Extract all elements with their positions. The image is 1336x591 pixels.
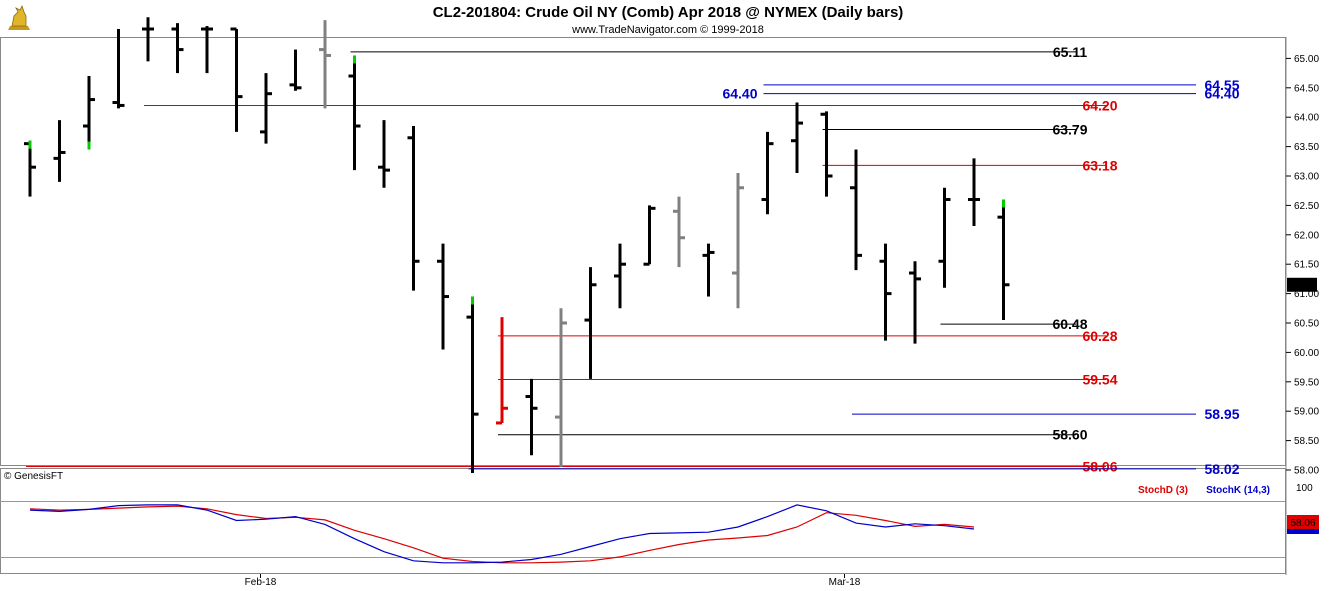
y-tick-label: 64.00 [1294, 113, 1319, 124]
ohlc-bars [24, 17, 1010, 473]
ohlc-bar [319, 20, 331, 109]
ohlc-bar [791, 102, 803, 174]
ohlc-bar [437, 243, 449, 350]
y-tick-label: 58.50 [1294, 436, 1319, 447]
level-label: 58.60 [1052, 427, 1087, 443]
ohlc-bar [525, 378, 538, 456]
level-label: 64.20 [1082, 97, 1117, 113]
level-label: 58.95 [1204, 406, 1239, 422]
y-tick-label: 59.50 [1294, 377, 1319, 388]
level-label: 63.18 [1082, 157, 1117, 173]
chart-subtitle: www.TradeNavigator.com © 1999-2018 [571, 24, 764, 36]
last-price-box [1287, 277, 1317, 292]
ohlc-bar [230, 27, 243, 132]
level-label: 63.79 [1052, 122, 1087, 138]
stoch-k-legend: StochK (14,3) [1206, 485, 1270, 496]
ohlc-bar [142, 17, 154, 62]
y-axis-ticks: 58.00 58.50 59.00 59.50 60.00 60.50 61.00 61.50… [1286, 54, 1319, 477]
ohlc-bar [260, 73, 272, 144]
level-label: 64.55 [1204, 77, 1239, 93]
ohlc-bar [643, 205, 656, 266]
y-tick-label: 58.00 [1294, 466, 1319, 477]
ohlc-bar [879, 243, 892, 341]
level-label: 58.06 [1082, 458, 1117, 474]
stoch-last-value: 58.06 [1290, 518, 1315, 529]
ohlc-bar [938, 187, 951, 288]
ohlc-bar [348, 55, 361, 171]
y-tick-label: 62.50 [1294, 201, 1319, 212]
ohlc-bar [112, 29, 125, 109]
stoch-axis-100: 100 [1296, 483, 1313, 494]
x-tick-label: Mar-18 [829, 577, 861, 588]
ohlc-bar [850, 149, 862, 271]
level-label: 60.48 [1052, 316, 1087, 332]
ohlc-bar [968, 158, 980, 226]
ohlc-bar [673, 196, 685, 268]
y-tick-label: 61.00 [1294, 289, 1319, 300]
level-label: 59.54 [1082, 371, 1117, 387]
y-tick-label: 65.00 [1294, 54, 1319, 65]
y-tick-label: 62.00 [1294, 230, 1319, 241]
copyright-label: © GenesisFT [4, 471, 63, 482]
y-tick-label: 61.50 [1294, 260, 1319, 271]
x-axis-labels: Feb-18 Mar-18 [245, 574, 861, 588]
ohlc-bar [24, 140, 36, 197]
y-tick-label: 63.00 [1294, 172, 1319, 183]
last-price-label: 61.15 [1289, 281, 1314, 292]
chart-title: CL2-201804: Crude Oil NY (Comb) Apr 2018… [433, 4, 904, 21]
y-tick-label: 64.50 [1294, 83, 1319, 94]
ohlc-bar [584, 267, 597, 379]
y-tick-label: 60.00 [1294, 348, 1319, 359]
ohlc-bar [289, 49, 302, 91]
y-tick-label: 63.50 [1294, 142, 1319, 153]
ohlc-bar [378, 120, 390, 188]
ohlc-bar [997, 199, 1010, 321]
level-label: 64.40 [1204, 86, 1239, 102]
ohlc-bar [53, 120, 66, 182]
stoch-k-line [29, 504, 975, 564]
level-label: 65.11 [1053, 44, 1087, 60]
ohlc-bar [171, 23, 184, 74]
ohlc-bar [820, 111, 833, 197]
ohlc-bar [614, 243, 626, 309]
ohlc-bar [496, 317, 508, 425]
y-tick-label: 60.50 [1294, 319, 1319, 330]
level-left-label: 64.40 [722, 86, 757, 102]
stoch-last-box [1287, 515, 1319, 529]
ohlc-bar [732, 173, 744, 309]
x-tick-label: Feb-18 [245, 577, 277, 588]
ohlc-bar [83, 76, 95, 150]
level-lines: 65.1164.5564.4064.4064.2063.7963.1860.48… [26, 44, 1240, 477]
stoch-d-legend: StochD (3) [1138, 485, 1188, 496]
ohlc-bar [466, 296, 479, 473]
level-label: 58.02 [1204, 461, 1239, 477]
ohlc-bar [555, 308, 567, 468]
level-label: 60.28 [1082, 328, 1117, 344]
stoch-d-line [29, 505, 975, 564]
ohlc-bar [407, 126, 420, 291]
y-tick-label: 59.00 [1294, 407, 1319, 418]
ohlc-bar [201, 26, 213, 74]
stoch-last-box-blue [1287, 529, 1319, 534]
ohlc-bar [702, 243, 715, 297]
ohlc-bar [761, 131, 774, 215]
ohlc-bar [909, 261, 921, 344]
stochastic-lines [29, 504, 975, 564]
bull-logo-icon [8, 4, 30, 30]
